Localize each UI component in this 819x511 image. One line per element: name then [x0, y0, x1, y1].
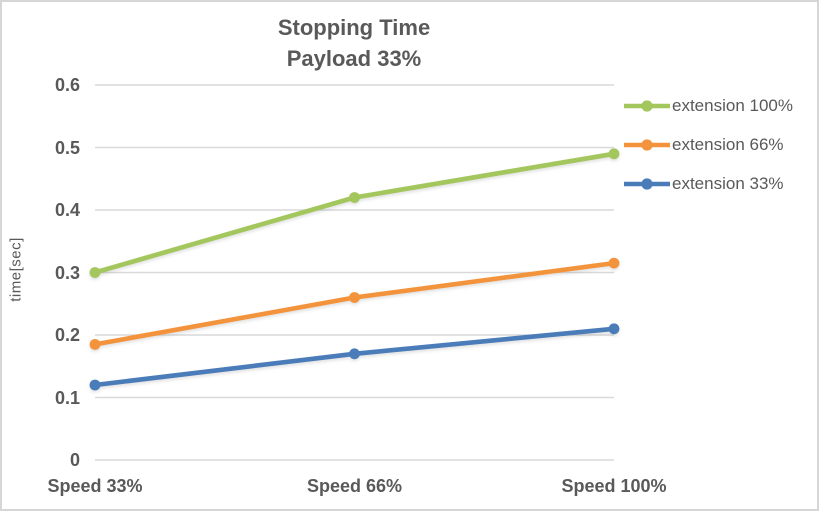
x-category-label: Speed 66% — [306, 476, 403, 496]
y-tick-label: 0.3 — [54, 262, 80, 283]
series-line — [92, 151, 617, 275]
legend-line-marker-icon — [624, 177, 670, 190]
legend-item: extension 100% — [624, 86, 793, 125]
legend-label: extension 33% — [672, 173, 784, 193]
data-point-marker — [608, 323, 620, 335]
legend-item: extension 33% — [624, 164, 793, 203]
data-point-marker — [89, 267, 101, 278]
data-point-marker — [89, 339, 101, 350]
y-tick-label: 0.1 — [54, 387, 80, 408]
legend-line-marker-icon — [624, 99, 670, 112]
data-point-marker — [349, 292, 360, 303]
y-tick-label: 0.6 — [54, 75, 80, 95]
y-tick-label: 0 — [69, 450, 80, 470]
chart-title-line2: Payload 33% — [286, 46, 422, 71]
series-line — [92, 260, 617, 347]
y-tick-label: 0.2 — [54, 325, 80, 345]
legend-item: extension 66% — [624, 125, 793, 164]
series-extension-66- — [89, 257, 620, 350]
x-category-label: Speed 33% — [47, 476, 143, 496]
legend-label: extension 100% — [672, 95, 793, 115]
chart-title-line1: Stopping Time — [277, 15, 431, 40]
x-category-label: Speed 100% — [561, 476, 667, 496]
data-point-marker — [349, 192, 360, 203]
y-axis-title: time[sec] — [7, 237, 25, 302]
y-tick-label: 0.4 — [54, 200, 80, 220]
series-extension-33- — [89, 323, 620, 391]
data-point-marker — [608, 148, 620, 160]
chart-title: Stopping Time Payload 33% — [278, 12, 430, 74]
y-tick-label: 0.5 — [54, 137, 80, 158]
legend-label: extension 66% — [672, 134, 784, 154]
legend: extension 100% extension 66% extension 33% — [624, 86, 793, 203]
data-point-marker — [349, 348, 360, 360]
legend-line-marker-icon — [624, 138, 670, 151]
series-extension-100- — [89, 148, 620, 278]
data-point-marker — [608, 257, 620, 269]
data-point-marker — [89, 379, 101, 391]
